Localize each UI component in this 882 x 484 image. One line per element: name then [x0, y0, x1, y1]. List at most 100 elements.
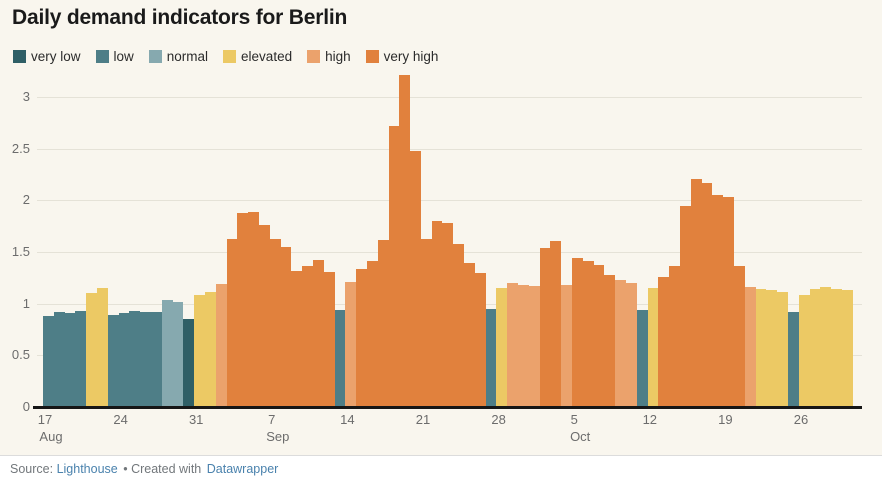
- high-swatch-icon: [307, 50, 321, 63]
- bar-oct-18[interactable]: [712, 195, 724, 407]
- bar-sep-18[interactable]: [388, 126, 400, 407]
- legend: very low low normal elevated high very high: [13, 49, 438, 64]
- bar-oct-8[interactable]: [604, 275, 616, 407]
- chart-title: Daily demand indicators for Berlin: [12, 6, 348, 29]
- x-tick-label: 5: [570, 412, 578, 427]
- bar-oct-15[interactable]: [680, 206, 691, 407]
- bar-sep-25[interactable]: [464, 263, 475, 407]
- bar-aug-30[interactable]: [183, 319, 195, 407]
- bar-oct-22[interactable]: [755, 289, 767, 407]
- bar-oct-9[interactable]: [615, 280, 627, 407]
- bar-aug-29[interactable]: [172, 302, 184, 407]
- bar-oct-10[interactable]: [626, 283, 637, 407]
- bar-sep-27[interactable]: [485, 309, 497, 407]
- bar-sep-7[interactable]: [269, 239, 281, 407]
- bar-aug-22[interactable]: [96, 288, 108, 407]
- bar-oct-29[interactable]: [831, 289, 842, 407]
- x-tick-label: 26: [793, 412, 809, 427]
- bar-sep-14[interactable]: [345, 282, 357, 407]
- bar-oct-26[interactable]: [798, 295, 810, 407]
- legend-item-normal: normal: [148, 49, 209, 64]
- bar-sep-10[interactable]: [302, 266, 313, 407]
- legend-item-elevated: elevated: [223, 49, 292, 64]
- x-tick-month-label: Sep: [266, 429, 290, 444]
- bar-oct-3[interactable]: [550, 241, 562, 407]
- bar-sep-5[interactable]: [248, 212, 259, 407]
- bar-oct-17[interactable]: [701, 183, 713, 407]
- source-link[interactable]: Lighthouse: [56, 462, 118, 476]
- bar-aug-18[interactable]: [53, 312, 65, 407]
- bar-aug-28[interactable]: [161, 300, 173, 407]
- footer-separator-text: • Created with: [123, 462, 202, 476]
- bar-sep-13[interactable]: [334, 310, 346, 407]
- bar-sep-22[interactable]: [431, 221, 443, 407]
- bar-aug-27[interactable]: [150, 312, 162, 407]
- footer: Source: Lighthouse • Created with Datawr…: [0, 455, 882, 484]
- bar-aug-20[interactable]: [75, 311, 87, 407]
- bar-oct-24[interactable]: [777, 292, 788, 407]
- bar-sep-2[interactable]: [215, 284, 227, 407]
- bar-sep-21[interactable]: [420, 239, 432, 407]
- bar-sep-3[interactable]: [226, 239, 238, 407]
- bar-oct-12[interactable]: [647, 288, 659, 407]
- bar-aug-23[interactable]: [107, 315, 119, 407]
- very-low-swatch-icon: [13, 50, 26, 63]
- legend-label: very high: [383, 49, 439, 64]
- bar-sep-26[interactable]: [474, 273, 486, 407]
- bar-aug-17[interactable]: [43, 316, 54, 407]
- x-tick-label: 14: [340, 412, 355, 427]
- bar-aug-31[interactable]: [194, 295, 205, 407]
- bar-sep-28[interactable]: [496, 288, 508, 407]
- bar-oct-5[interactable]: [572, 258, 583, 407]
- bar-sep-9[interactable]: [291, 271, 303, 407]
- bar-oct-23[interactable]: [766, 290, 778, 407]
- bar-oct-7[interactable]: [593, 265, 605, 407]
- bar-aug-25[interactable]: [129, 311, 141, 407]
- elevated-swatch-icon: [223, 50, 237, 63]
- bar-oct-27[interactable]: [809, 289, 821, 407]
- bar-aug-26[interactable]: [140, 312, 151, 407]
- bar-sep-29[interactable]: [507, 283, 519, 407]
- bar-sep-1[interactable]: [204, 292, 216, 407]
- bar-oct-6[interactable]: [582, 261, 594, 407]
- bar-sep-8[interactable]: [280, 247, 292, 407]
- bar-sep-19[interactable]: [399, 75, 411, 407]
- legend-label: normal: [166, 49, 209, 64]
- bar-aug-19[interactable]: [64, 313, 76, 407]
- bar-oct-1[interactable]: [528, 286, 540, 407]
- bar-oct-30[interactable]: [841, 290, 853, 407]
- y-tick-label: 2: [22, 192, 30, 208]
- datawrapper-link[interactable]: Datawrapper: [206, 462, 279, 476]
- bar-sep-17[interactable]: [377, 240, 389, 407]
- bar-oct-20[interactable]: [734, 266, 745, 407]
- bar-sep-23[interactable]: [442, 223, 454, 407]
- bar-oct-28[interactable]: [820, 287, 832, 407]
- x-tick-label: 31: [188, 412, 204, 427]
- bar-sep-24[interactable]: [453, 244, 465, 407]
- bar-sep-12[interactable]: [323, 272, 335, 407]
- bar-sep-11[interactable]: [312, 260, 324, 407]
- bar-oct-4[interactable]: [561, 285, 573, 407]
- legend-label: high: [325, 49, 351, 64]
- gridline: [37, 200, 862, 202]
- bar-sep-30[interactable]: [518, 285, 529, 407]
- bar-oct-25[interactable]: [787, 312, 799, 407]
- legend-item-very-low: very low: [13, 49, 81, 64]
- bar-oct-21[interactable]: [744, 287, 756, 407]
- y-tick-label: 1.5: [11, 244, 30, 259]
- x-tick-label: 12: [642, 412, 658, 427]
- bar-oct-13[interactable]: [658, 277, 670, 407]
- bar-oct-2[interactable]: [539, 248, 551, 407]
- bar-oct-19[interactable]: [723, 197, 734, 407]
- gridline: [37, 148, 862, 150]
- bar-sep-20[interactable]: [410, 151, 421, 407]
- bar-sep-16[interactable]: [366, 261, 378, 407]
- bar-sep-4[interactable]: [237, 213, 249, 407]
- bar-sep-6[interactable]: [258, 225, 270, 407]
- bar-oct-11[interactable]: [636, 310, 648, 407]
- bar-sep-15[interactable]: [356, 269, 367, 407]
- bar-aug-24[interactable]: [118, 313, 130, 407]
- bar-oct-16[interactable]: [690, 179, 702, 407]
- bar-aug-21[interactable]: [86, 293, 97, 407]
- bar-oct-14[interactable]: [669, 266, 681, 407]
